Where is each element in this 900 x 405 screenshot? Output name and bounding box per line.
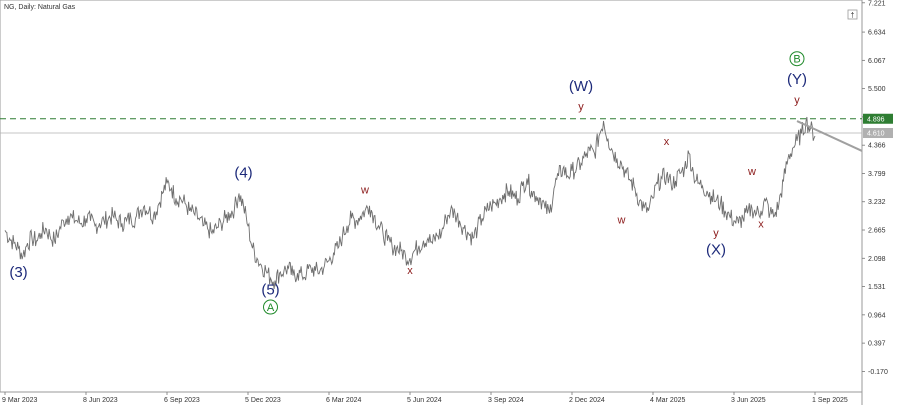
x-tick-label: 4 Mar 2025 [650,397,686,404]
y-tick-label: 7.221 [868,0,886,7]
y-tick-label: 2.665 [868,228,886,235]
y-tick-label: 3.232 [868,199,886,206]
y-tick-label: -0.170 [868,369,888,376]
y-tick-label: 0.964 [868,312,886,319]
y-tick-label: 1.531 [868,284,886,291]
x-tick-label: 6 Mar 2024 [326,397,362,404]
dashed-level-tag [863,113,893,124]
wave-label-A: A [267,302,275,314]
x-tick-label: 5 Jun 2024 [407,397,442,404]
y-tick-label: 6.067 [868,58,886,65]
x-tick-label: 6 Sep 2023 [164,397,200,404]
x-tick-label: 3 Jun 2025 [731,397,766,404]
wave-label-B: B [793,54,800,66]
y-tick-label: 5.500 [868,86,886,93]
y-tick-label: 3.799 [868,171,886,178]
wave-label-y-3: y [794,95,800,107]
wave-label-w-3: w [747,166,756,178]
dashed-level-value: 4.896 [867,116,885,123]
wave-label-5: (5) [261,282,279,299]
x-tick-label: 3 Sep 2024 [488,397,524,404]
wave-label-B-circle [789,51,805,67]
wave-label-Y: (Y) [787,71,807,88]
wave-label-w-2: w [617,214,626,226]
y-tick-label: 2.098 [868,256,886,263]
wave-label-4: (4) [234,164,252,181]
x-tick-label: 8 Jun 2023 [83,397,118,404]
plot-area [0,0,863,393]
x-tick-label: 9 Mar 2023 [2,397,38,404]
wave-label-w-1: w [360,184,369,196]
wave-label-3: (3) [9,264,27,281]
price-levels: 4.896 4.610 [0,113,893,139]
x-tick-label: 5 Dec 2023 [245,397,281,404]
wave-label-W: (W) [569,78,593,95]
y-tick-label: 4.366 [868,143,886,150]
chart-title: NG, Daily: Natural Gas [4,4,76,11]
wave-label-x-1: x [407,265,413,277]
wave-label-x-3: x [758,218,764,230]
window-button[interactable]: † [847,9,858,20]
wave-labels: (3) (4) (5) Aw x (W) y x w y (X) w x B (Y) y [9,51,807,315]
x-tick-label: 2 Dec 2024 [569,397,605,404]
wave-label-y-1: y [578,101,584,113]
price-axis: 7.2216.6346.0675.5004.9334.3663.7993.232… [862,0,888,376]
y-tick-label: 6.634 [868,30,886,37]
wave-label-x-2: x [664,136,670,148]
time-axis: 9 Mar 2023 8 Jun 2023 6 Sep 2023 5 Dec 2023… [2,392,848,404]
y-tick-label: 0.397 [868,341,886,348]
wave-label-y-2: y [713,228,719,240]
forecast-line [796,120,863,152]
wave-label-X: (X) [706,242,726,259]
x-tick-label: 1 Sep 2025 [812,397,848,404]
window-button-icon: † [851,13,855,20]
current-price-value: 4.610 [867,131,885,138]
current-price-tag [863,128,893,139]
price-series-line [4,116,816,290]
wave-label-A-circle [263,299,278,315]
